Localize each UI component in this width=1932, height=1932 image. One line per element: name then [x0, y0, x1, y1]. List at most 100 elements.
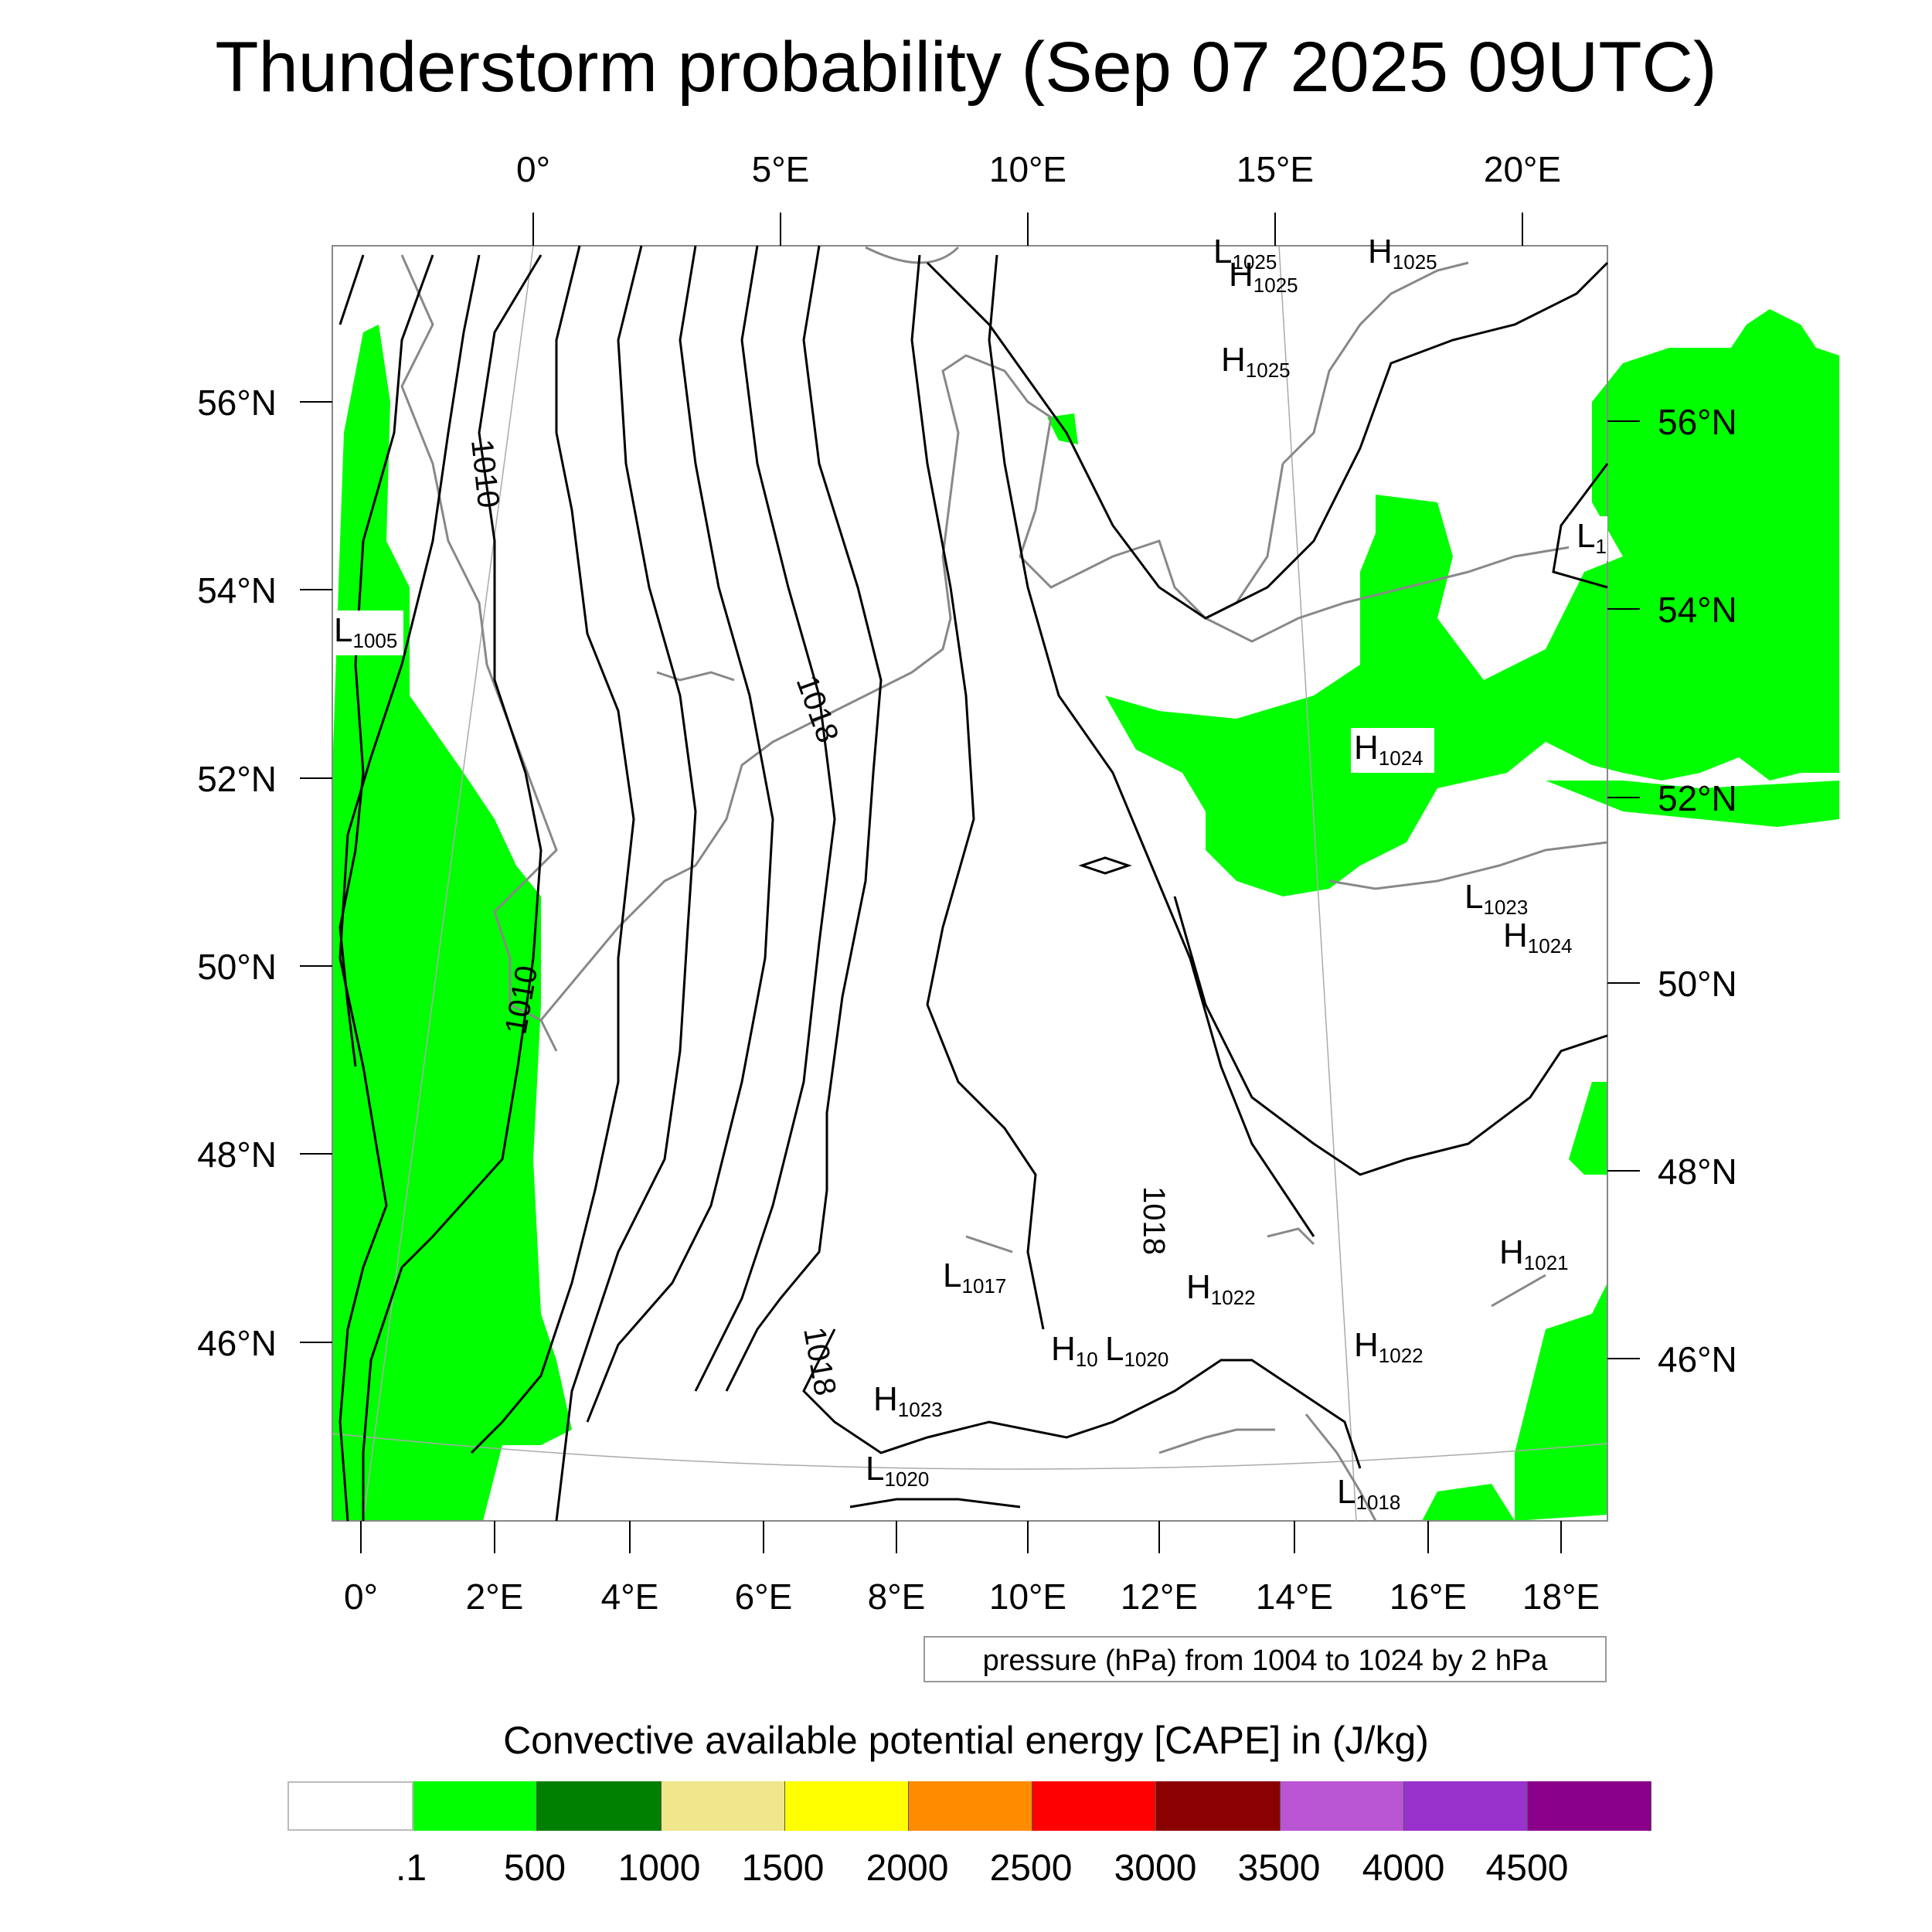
pressure-center: H1023: [873, 1380, 943, 1421]
colorbar-label: .1: [395, 1848, 427, 1889]
pressure-center: H1024: [1503, 917, 1573, 957]
lat-label: 46°N: [1658, 1339, 1737, 1379]
pressure-center: H1022: [1354, 1326, 1423, 1367]
contour-label-1018-alps: 1018: [1137, 1186, 1171, 1255]
isobar-1018: [725, 245, 883, 1392]
lon-label: 10°E: [989, 149, 1066, 189]
pressure-center: L1023: [1464, 878, 1528, 919]
isobar-5: [555, 245, 697, 1522]
colorbar-label: 4000: [1362, 1848, 1445, 1889]
colorbar-label: 4500: [1485, 1848, 1569, 1889]
isobar-west-2: [338, 254, 434, 1067]
lat-label: 56°N: [1658, 402, 1737, 442]
tick-marks: [300, 213, 1640, 1553]
label-box: [1351, 728, 1434, 773]
pressure-center: H1022: [1186, 1268, 1256, 1309]
lon-label: 14°E: [1256, 1577, 1333, 1617]
pressure-center: H10: [1051, 1330, 1098, 1371]
pressure-center: L1: [1577, 517, 1607, 558]
cape-region-poland-east: [1546, 781, 1839, 827]
lon-label: 0°: [344, 1577, 378, 1617]
lat-label: 52°N: [1658, 778, 1737, 818]
pressure-center: L1020: [866, 1450, 929, 1491]
lon-label: 2°E: [466, 1577, 524, 1617]
isobar-6: [586, 245, 774, 1423]
lat-label: 46°N: [197, 1323, 277, 1363]
lat-label: 50°N: [1658, 964, 1737, 1004]
cape-region-central-east: [1105, 309, 1839, 896]
colorbar-label: 2000: [866, 1848, 949, 1889]
pressure-centers: L1025 H1025 H1025 H1025 L1005 L1 H1024 L…: [334, 233, 1607, 1514]
pressure-center: H1025: [1368, 233, 1437, 274]
pressure-center: H1021: [1499, 1233, 1569, 1274]
cape-shading: [332, 309, 1839, 1521]
lon-label: 0°: [516, 149, 550, 189]
colorbar-swatch: [1032, 1781, 1157, 1831]
pressure-center: H1024: [1354, 729, 1423, 770]
colorbar-label: 1000: [617, 1848, 701, 1889]
cape-region-se-corner: [1422, 1484, 1515, 1521]
pressure-center: L1020: [1105, 1330, 1168, 1371]
lon-label: 15°E: [1236, 149, 1314, 189]
lat-label: 54°N: [197, 570, 277, 611]
colorbar-swatch: [908, 1781, 1033, 1831]
colorbar-label: 3500: [1237, 1848, 1321, 1889]
lat-label: 54°N: [1658, 590, 1737, 630]
colorbar-label: 1500: [741, 1848, 825, 1889]
cape-region-southeast: [1515, 1283, 1607, 1521]
left-latitude-labels: 56°N 54°N 52°N 50°N 48°N 46°N: [197, 383, 277, 1363]
isobar-11: [1173, 896, 1608, 1176]
isobar-16: [1078, 856, 1132, 875]
lon-label: 6°E: [735, 1577, 793, 1617]
lon-label: 10°E: [989, 1577, 1066, 1617]
pressure-center: L1018: [1337, 1473, 1400, 1514]
lat-label: 48°N: [1658, 1151, 1737, 1192]
isobar-1010: [362, 254, 543, 1521]
isobar-12: [926, 261, 1609, 620]
colorbar-label: 500: [503, 1848, 566, 1889]
lon-label: 12°E: [1121, 1577, 1198, 1617]
lon-label: 5°E: [752, 149, 810, 189]
coastlines: [400, 246, 1608, 1522]
contour-info-box: pressure (hPa) from 1004 to 1024 by 2 hP…: [923, 1636, 1607, 1682]
top-longitude-labels: 0° 5°E 10°E 15°E 20°E: [516, 149, 1561, 189]
lat-label: 48°N: [197, 1134, 277, 1175]
pressure-center: H1025: [1221, 341, 1291, 382]
right-latitude-labels: 56°N 54°N 52°N 50°N 48°N 46°N: [1658, 402, 1737, 1379]
colorbar-label: 3000: [1114, 1848, 1197, 1889]
isobar-west-3: [338, 254, 481, 1522]
colorbar-title: Convective available potential energy [C…: [503, 1719, 1429, 1762]
pressure-center: L1025: [1213, 233, 1277, 274]
map-frame: [332, 245, 1608, 1522]
pressure-center: L1017: [943, 1257, 1006, 1298]
isobars: [338, 245, 1609, 1522]
cape-region-east-edge: [1569, 1082, 1607, 1175]
lat-label: 56°N: [197, 383, 277, 423]
lon-label: 4°E: [601, 1577, 659, 1617]
colorbar-swatch: [661, 1781, 785, 1831]
colorbar-swatch: [1280, 1781, 1404, 1831]
label-box: [334, 611, 403, 655]
isobar-10: [988, 254, 1315, 1237]
isobar-4: [470, 245, 635, 1454]
cape-colorbar: [287, 1781, 1652, 1831]
isobar-7: [694, 245, 836, 1392]
map-title: Thunderstorm probability (Sep 07 2025 09…: [215, 28, 1717, 107]
lat-label: 50°N: [197, 947, 277, 987]
contour-label-1010-north: 1010: [464, 437, 505, 509]
colorbar-swatch: [784, 1781, 909, 1831]
colorbar-swatch: [1156, 1781, 1281, 1831]
contour-label-1018-south: 1018: [797, 1325, 842, 1398]
lon-label: 8°E: [868, 1577, 926, 1617]
lon-label: 16°E: [1389, 1577, 1467, 1617]
colorbar-swatch: [413, 1781, 538, 1831]
isobar-west-1: [338, 254, 365, 325]
colorbar-labels: .1 500 1000 1500 2000 2500 3000 3500 400…: [0, 1847, 1932, 1893]
isobar-15: [849, 1498, 1021, 1509]
lon-label: 20°E: [1484, 149, 1561, 189]
colorbar-label: 2500: [989, 1848, 1073, 1889]
colorbar-swatch: [537, 1781, 662, 1831]
pressure-center: H1025: [1229, 256, 1298, 297]
pressure-center: L1005: [334, 611, 397, 652]
